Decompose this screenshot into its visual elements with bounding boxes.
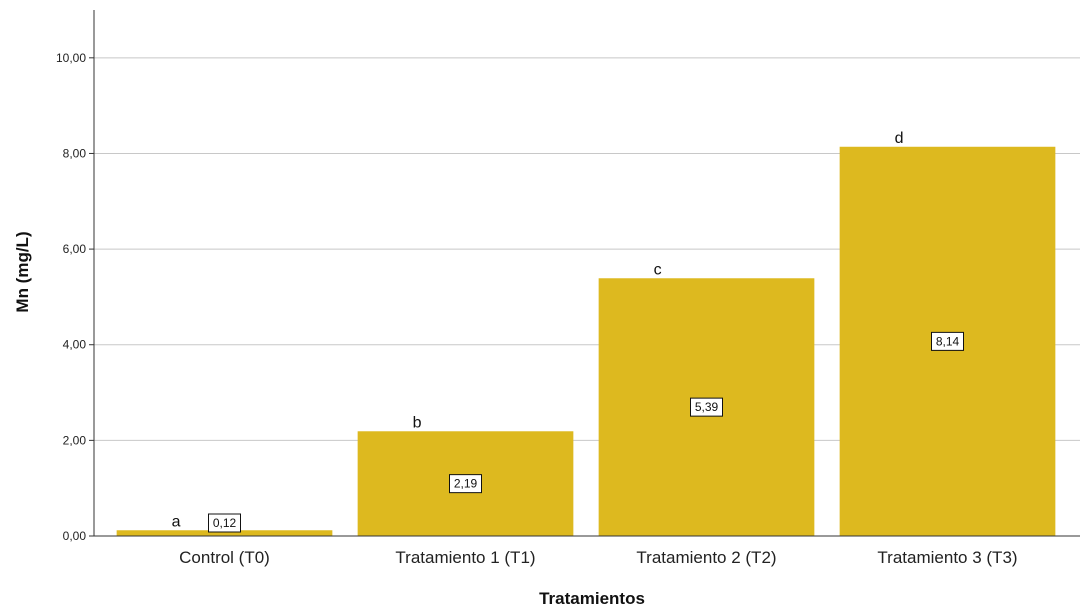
axes: 0,00 2,00 4,00 6,00 8,00 10,00	[56, 10, 1080, 543]
x-tick-label: Tratamiento 1 (T1)	[395, 548, 535, 567]
y-axis-title: Mn (mg/L)	[13, 231, 32, 312]
data-label: 0,12	[213, 516, 237, 530]
data-label: 5,39	[695, 400, 719, 414]
y-tick-label: 2,00	[63, 433, 87, 447]
significance-letter: c	[654, 261, 662, 278]
significance-letter: a	[172, 513, 181, 530]
y-tick-label: 10,00	[56, 51, 86, 65]
significance-letter: d	[895, 130, 904, 147]
x-tick-label: Tratamiento 3 (T3)	[877, 548, 1017, 567]
y-tick-label: 8,00	[63, 146, 87, 160]
bars	[116, 146, 1056, 536]
data-label: 8,14	[936, 334, 960, 348]
x-tick-label: Control (T0)	[179, 548, 270, 567]
data-label: 2,19	[454, 477, 478, 491]
data-label-box	[690, 397, 723, 417]
bar	[116, 530, 333, 536]
y-tick-label: 0,00	[63, 529, 87, 543]
y-tick-label: 6,00	[63, 242, 87, 256]
x-tick-label: Tratamiento 2 (T2)	[636, 548, 776, 567]
data-label-box	[449, 474, 482, 494]
labels: Control (T0) a 0,12 Tratamiento 1 (T1) b 2,19…	[172, 130, 1018, 567]
data-label-box	[208, 513, 241, 533]
x-axis-title: Tratamientos	[539, 589, 645, 608]
data-label-box	[931, 331, 964, 351]
significance-letter: b	[413, 414, 422, 431]
y-tick-label: 4,00	[63, 338, 87, 352]
